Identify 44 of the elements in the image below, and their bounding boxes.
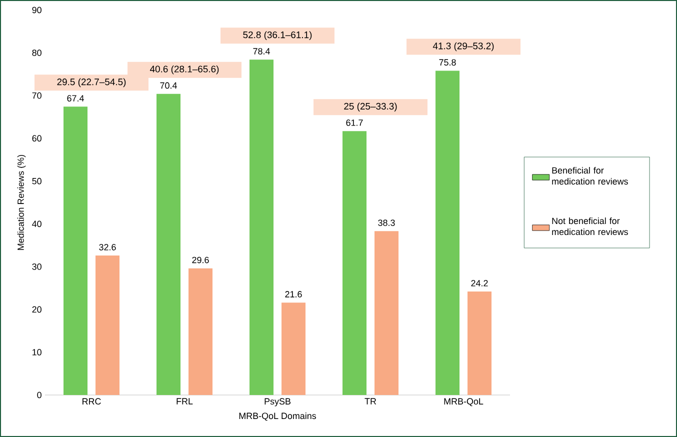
bar bbox=[64, 106, 88, 395]
bar bbox=[188, 268, 213, 395]
annotation: 52.8 (36.1–61.1) bbox=[243, 31, 312, 40]
bar bbox=[156, 94, 180, 395]
data-label: 32.6 bbox=[99, 244, 116, 250]
x-tick-label: RRC bbox=[82, 398, 101, 405]
y-tick-label: 10 bbox=[32, 349, 42, 356]
bar bbox=[436, 70, 460, 395]
data-label: 67.4 bbox=[67, 95, 84, 102]
annotation: 40.6 (28.1–65.6) bbox=[150, 65, 219, 74]
y-tick-label: 40 bbox=[32, 220, 42, 228]
data-label: 24.2 bbox=[471, 280, 488, 286]
data-label: 70.4 bbox=[160, 82, 177, 89]
bar bbox=[96, 256, 120, 395]
annotation: 29.5 (22.7–54.5) bbox=[57, 78, 126, 88]
y-axis-title: Medication Reviews (%) bbox=[17, 154, 26, 250]
x-tick-label: TR bbox=[364, 398, 376, 404]
bar bbox=[250, 60, 274, 395]
y-tick-label: 80 bbox=[32, 50, 42, 56]
legend-label: Not beneficial for medication reviews bbox=[552, 217, 628, 236]
data-label: 29.6 bbox=[192, 256, 209, 264]
x-tick-label: PsySB bbox=[264, 398, 290, 406]
y-tick-label: 90 bbox=[32, 6, 42, 14]
y-tick-label: 30 bbox=[32, 263, 42, 270]
x-tick-label: FRL bbox=[176, 398, 193, 404]
x-axis-title: MRB-QoL Domains bbox=[239, 412, 316, 421]
y-tick-label: 60 bbox=[32, 135, 42, 142]
y-tick-label: 50 bbox=[32, 178, 42, 184]
bar bbox=[282, 302, 306, 395]
data-label: 75.8 bbox=[439, 59, 456, 66]
data-label: 78.4 bbox=[253, 48, 270, 54]
x-tick-label: MRB-QoL bbox=[444, 398, 484, 406]
bar bbox=[468, 291, 492, 395]
legend-label: Beneficial for medication reviews bbox=[552, 167, 628, 185]
data-label: 21.6 bbox=[285, 291, 302, 298]
annotation: 41.3 (29–53.2) bbox=[432, 42, 494, 52]
annotation: 25 (25–33.3) bbox=[344, 102, 397, 112]
bar bbox=[374, 231, 399, 395]
data-label: 61.7 bbox=[346, 120, 363, 126]
y-tick-label: 20 bbox=[32, 306, 42, 313]
data-label: 38.3 bbox=[378, 220, 395, 226]
y-tick-label: 0 bbox=[37, 392, 42, 398]
y-tick-label: 70 bbox=[32, 92, 42, 99]
bar bbox=[342, 131, 367, 395]
